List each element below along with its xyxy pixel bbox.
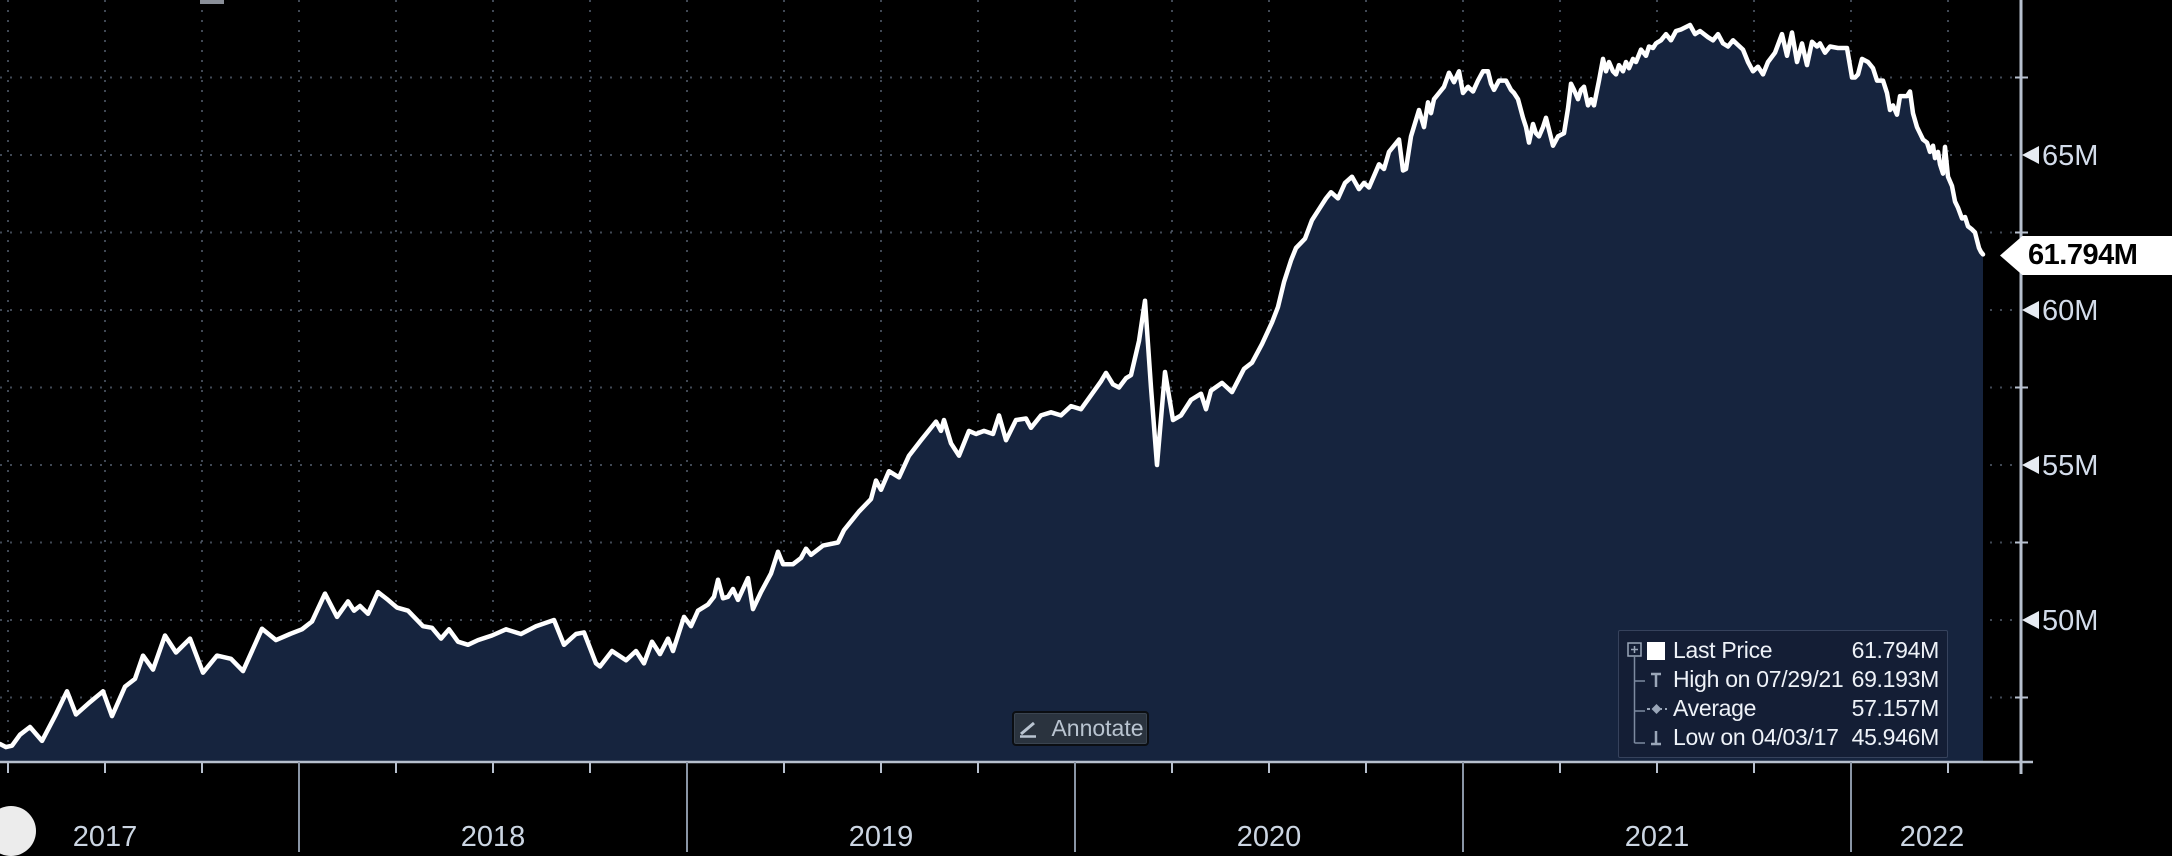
x-axis-year-label: 2022 (1900, 821, 1965, 853)
legend-row-average[interactable]: Average 57.157M (1647, 694, 1939, 723)
legend-row-high[interactable]: High on 07/29/21 69.193M (1647, 665, 1939, 694)
x-axis-year-label: 2019 (849, 821, 914, 853)
y-axis-tick-label: 60M (2042, 295, 2098, 327)
annotate-button[interactable]: Annotate (1012, 711, 1149, 746)
legend-value: 45.946M (1851, 724, 1940, 750)
y-tick-arrow (2022, 146, 2039, 164)
x-axis-year-label: 2020 (1237, 821, 1302, 853)
pencil-icon (1020, 721, 1037, 738)
high-marker-icon (1647, 670, 1673, 690)
series-line (0, 22, 1986, 750)
legend-label: High on 07/29/21 (1673, 666, 1844, 692)
y-axis-tick-label: 50M (2042, 605, 2098, 637)
legend-expand-icon[interactable] (1625, 635, 1647, 753)
legend-value: 61.794M (1851, 637, 1940, 663)
last-price-tag: 61.794M (2000, 236, 2172, 275)
legend-label: Average (1673, 695, 1757, 721)
y-tick-arrow (2022, 611, 2039, 629)
square-marker-icon (1647, 641, 1673, 660)
legend-rows: Last Price 61.794M High on 07/29/21 69.1… (1647, 635, 1939, 753)
average-marker-icon (1647, 702, 1673, 716)
legend-label: Last Price (1673, 637, 1773, 663)
y-tick-arrow (2022, 301, 2039, 319)
legend-row-low[interactable]: Low on 04/03/17 45.946M (1647, 723, 1939, 752)
x-axis-year-label: 2018 (461, 821, 526, 853)
y-tick-arrow (2022, 456, 2039, 474)
legend-value: 69.193M (1851, 666, 1940, 692)
legend-label: Low on 04/03/17 (1673, 724, 1839, 750)
legend-tree (1625, 635, 1647, 753)
last-price-tag-value: 61.794M (2028, 239, 2138, 271)
x-axis-year-label: 2021 (1625, 821, 1690, 853)
chart-legend: Last Price 61.794M High on 07/29/21 69.1… (1618, 630, 1948, 758)
y-axis-tick-label: 55M (2042, 450, 2098, 482)
annotate-button-label: Annotate (1051, 715, 1144, 741)
y-axis-tick-label: 65M (2042, 140, 2098, 172)
clipped-toolbar-fragment (200, 0, 224, 4)
legend-value: 57.157M (1851, 695, 1940, 721)
series-area-fill (0, 25, 1983, 762)
low-marker-icon (1647, 728, 1673, 748)
legend-row-last-price[interactable]: Last Price 61.794M (1647, 636, 1939, 665)
x-axis-year-label: 2017 (73, 821, 138, 853)
